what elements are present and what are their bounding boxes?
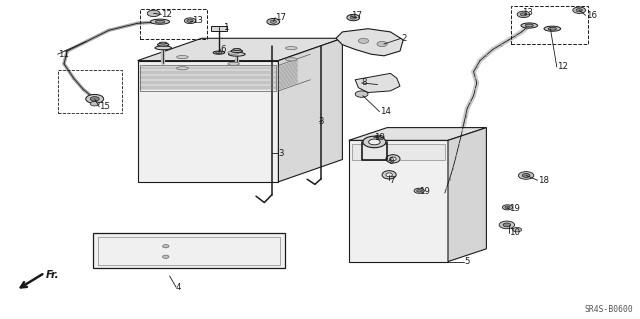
Circle shape bbox=[363, 136, 386, 148]
Circle shape bbox=[576, 9, 582, 12]
Text: 12: 12 bbox=[557, 63, 568, 71]
Polygon shape bbox=[138, 61, 278, 182]
Text: SR4S-B0600: SR4S-B0600 bbox=[585, 305, 634, 314]
Text: 8: 8 bbox=[362, 78, 367, 87]
Text: 14: 14 bbox=[380, 107, 390, 116]
Polygon shape bbox=[355, 73, 400, 93]
Circle shape bbox=[573, 7, 586, 13]
Polygon shape bbox=[349, 128, 486, 140]
Bar bbox=[93, 233, 285, 268]
Circle shape bbox=[499, 221, 515, 229]
Text: 12: 12 bbox=[161, 10, 172, 19]
Circle shape bbox=[184, 18, 196, 24]
Circle shape bbox=[513, 227, 522, 232]
Ellipse shape bbox=[216, 52, 222, 54]
Bar bbox=[511, 6, 588, 44]
Circle shape bbox=[187, 19, 193, 22]
Ellipse shape bbox=[548, 27, 557, 30]
Circle shape bbox=[147, 10, 160, 17]
Text: 6: 6 bbox=[221, 45, 227, 54]
Bar bbox=[211, 26, 227, 31]
Text: 9: 9 bbox=[388, 157, 394, 166]
Ellipse shape bbox=[177, 67, 188, 70]
Polygon shape bbox=[448, 128, 486, 262]
Circle shape bbox=[90, 101, 99, 106]
Ellipse shape bbox=[390, 157, 396, 161]
Ellipse shape bbox=[231, 50, 243, 53]
Ellipse shape bbox=[155, 46, 172, 50]
Polygon shape bbox=[138, 38, 342, 61]
Text: 18: 18 bbox=[538, 176, 548, 185]
Circle shape bbox=[355, 91, 368, 97]
Ellipse shape bbox=[213, 51, 225, 54]
Text: Fr.: Fr. bbox=[46, 270, 60, 279]
Circle shape bbox=[267, 19, 280, 25]
Text: 2: 2 bbox=[401, 34, 407, 43]
Text: 17: 17 bbox=[351, 11, 362, 20]
Ellipse shape bbox=[525, 24, 533, 27]
Ellipse shape bbox=[386, 173, 392, 177]
Ellipse shape bbox=[521, 23, 538, 28]
Text: 19: 19 bbox=[509, 204, 520, 213]
Text: 16: 16 bbox=[586, 11, 596, 20]
Circle shape bbox=[502, 205, 513, 210]
Ellipse shape bbox=[157, 43, 169, 46]
Bar bbox=[140, 9, 207, 39]
Text: 5: 5 bbox=[464, 257, 470, 266]
Circle shape bbox=[414, 188, 424, 193]
Text: 1: 1 bbox=[223, 23, 228, 32]
Circle shape bbox=[90, 97, 99, 101]
Circle shape bbox=[520, 13, 527, 16]
Ellipse shape bbox=[228, 52, 245, 56]
Ellipse shape bbox=[544, 26, 561, 31]
Bar bbox=[352, 144, 445, 160]
Circle shape bbox=[270, 20, 276, 23]
Bar bbox=[98, 237, 280, 265]
Text: 3: 3 bbox=[278, 149, 284, 158]
Text: 4: 4 bbox=[176, 283, 182, 292]
Circle shape bbox=[505, 206, 510, 209]
Bar bbox=[58, 70, 122, 113]
Circle shape bbox=[503, 223, 511, 227]
Circle shape bbox=[358, 38, 369, 43]
Circle shape bbox=[522, 174, 530, 177]
Polygon shape bbox=[349, 140, 448, 262]
Ellipse shape bbox=[177, 56, 188, 59]
Circle shape bbox=[377, 41, 387, 47]
Circle shape bbox=[417, 189, 422, 192]
Text: 13: 13 bbox=[522, 8, 532, 17]
Ellipse shape bbox=[382, 171, 396, 179]
Ellipse shape bbox=[228, 51, 239, 54]
Circle shape bbox=[518, 172, 534, 179]
Circle shape bbox=[369, 139, 380, 145]
Text: 7: 7 bbox=[389, 176, 395, 185]
Ellipse shape bbox=[285, 58, 297, 61]
Polygon shape bbox=[278, 38, 342, 182]
Circle shape bbox=[347, 14, 360, 21]
Circle shape bbox=[350, 16, 356, 19]
Text: 11: 11 bbox=[58, 50, 68, 59]
Text: 17: 17 bbox=[275, 13, 286, 22]
Ellipse shape bbox=[233, 48, 241, 50]
Circle shape bbox=[86, 94, 104, 103]
Bar bbox=[140, 65, 276, 91]
Polygon shape bbox=[336, 29, 403, 56]
Circle shape bbox=[374, 135, 384, 140]
Circle shape bbox=[163, 245, 169, 248]
Ellipse shape bbox=[386, 155, 400, 163]
Circle shape bbox=[517, 11, 530, 18]
Text: 19: 19 bbox=[419, 187, 430, 196]
Ellipse shape bbox=[285, 47, 297, 50]
Text: 15: 15 bbox=[99, 102, 110, 111]
Ellipse shape bbox=[150, 19, 170, 24]
Text: 3: 3 bbox=[319, 117, 324, 126]
Ellipse shape bbox=[159, 42, 167, 44]
Ellipse shape bbox=[228, 62, 239, 65]
Ellipse shape bbox=[155, 20, 165, 23]
Text: 10: 10 bbox=[509, 228, 520, 237]
Circle shape bbox=[163, 255, 169, 258]
Circle shape bbox=[376, 137, 381, 139]
Text: 19: 19 bbox=[374, 133, 385, 142]
Text: 13: 13 bbox=[192, 16, 203, 25]
